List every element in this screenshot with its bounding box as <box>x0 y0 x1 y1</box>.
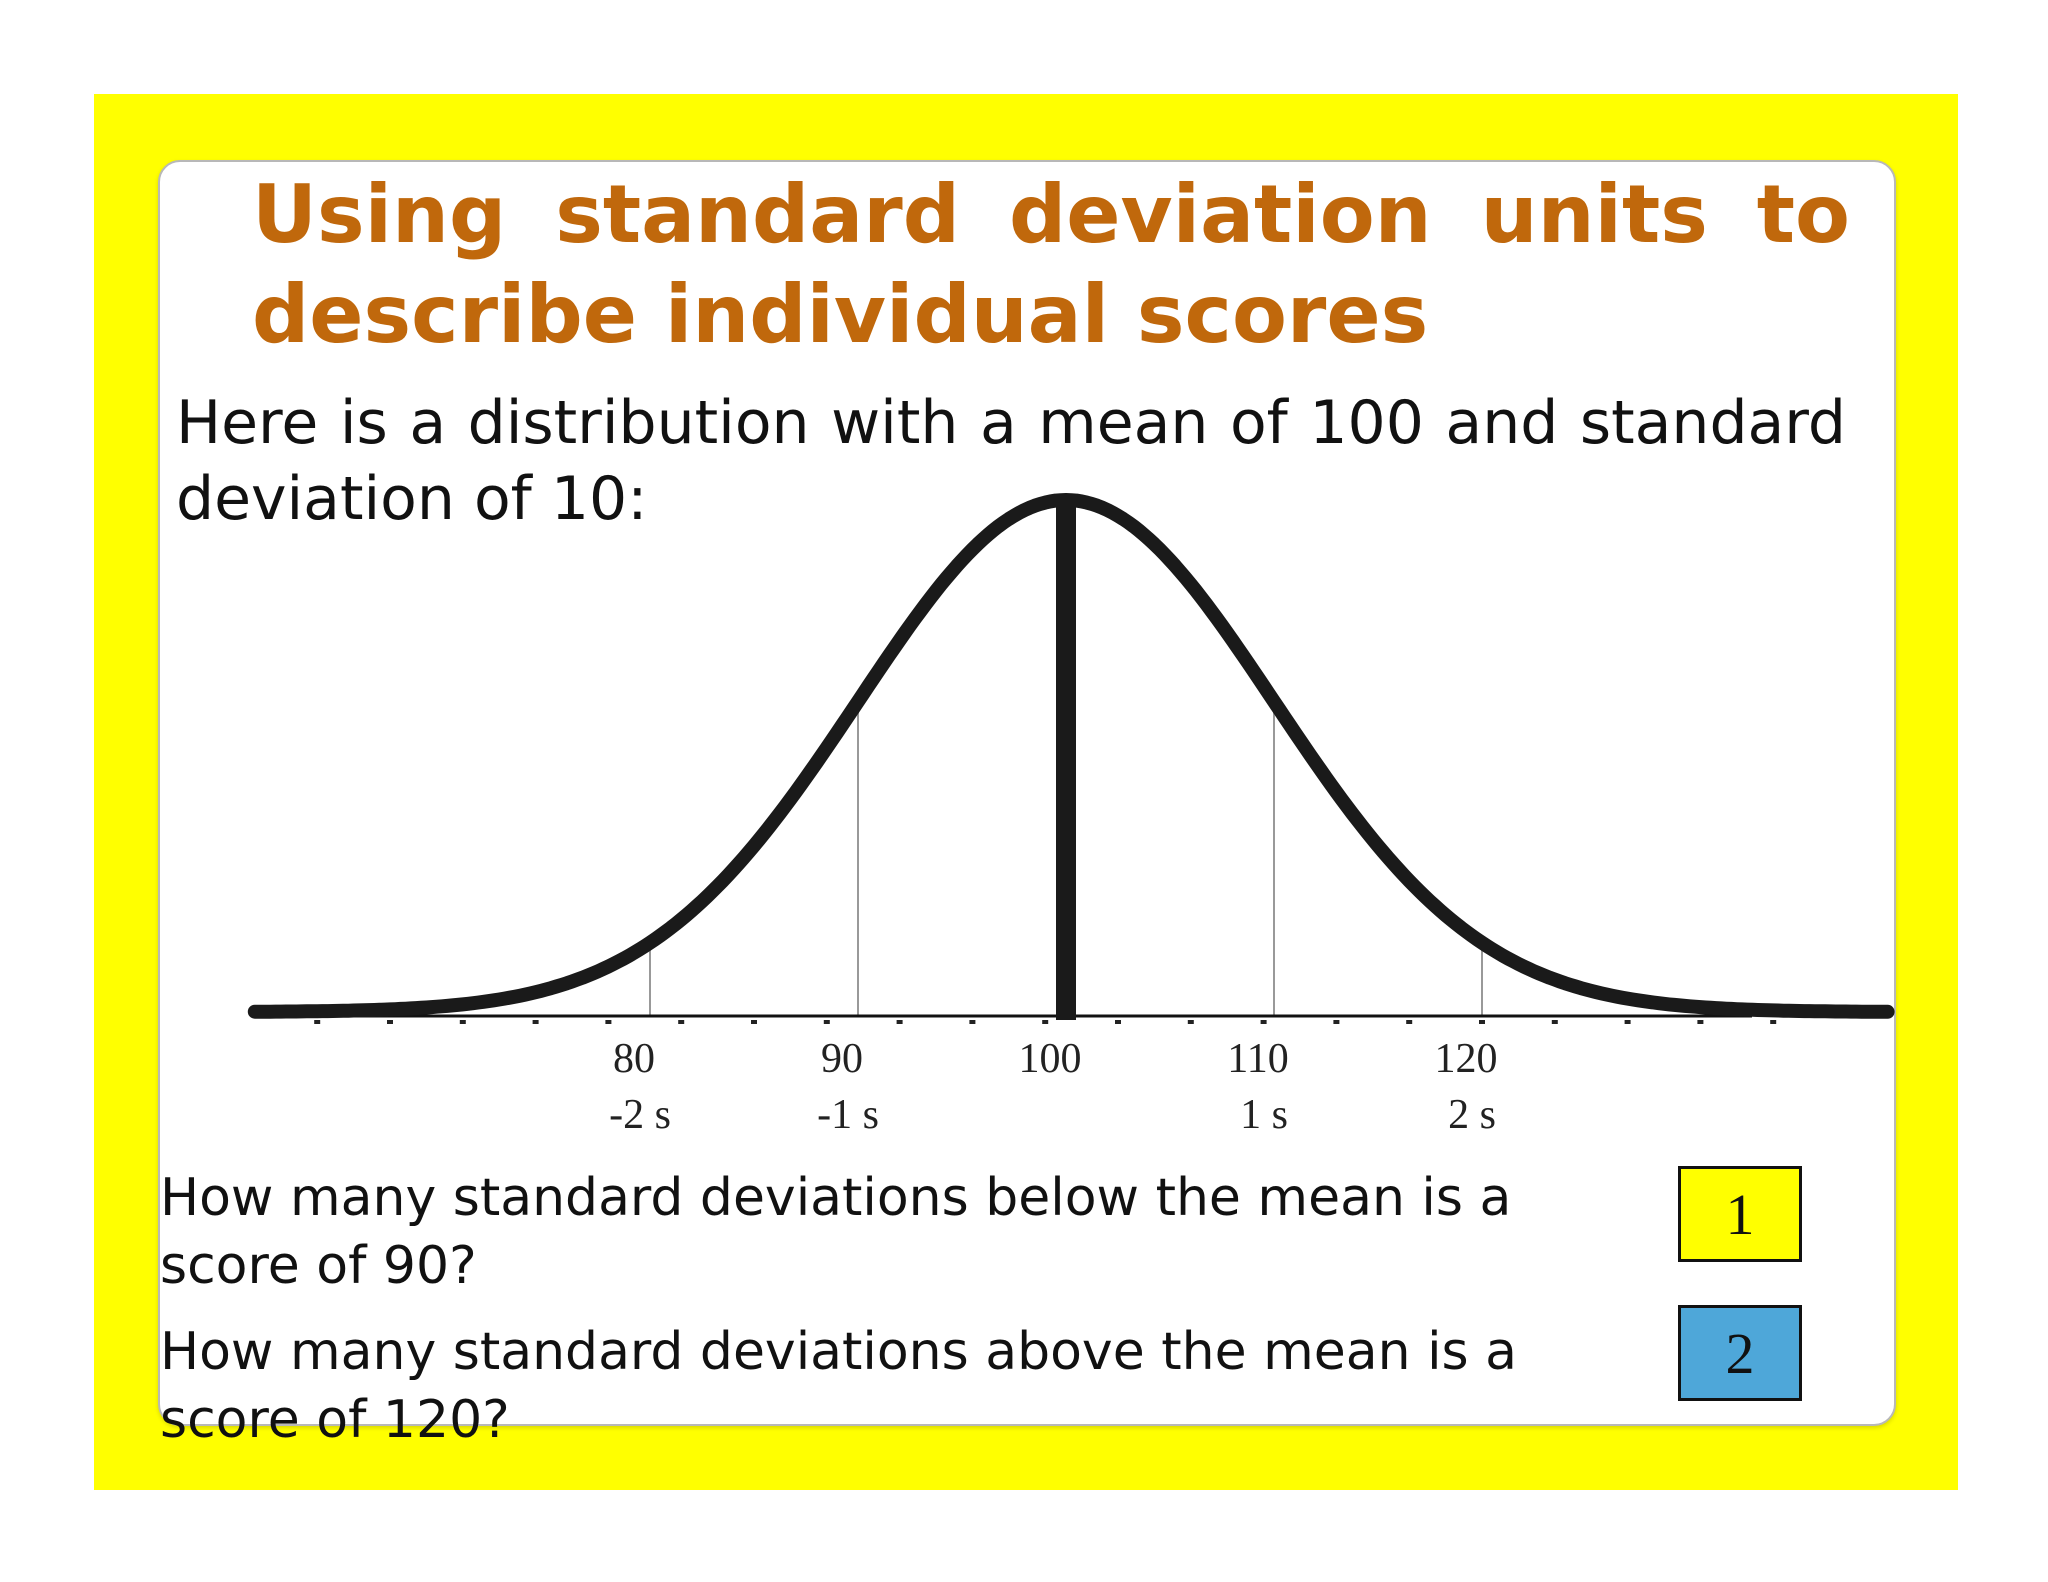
baseline-dash <box>1260 1020 1267 1024</box>
baseline-dash <box>1187 1020 1194 1024</box>
baseline-dash <box>459 1020 466 1024</box>
tick-label-sd: 1 s <box>1240 1092 1288 1138</box>
baseline-dash <box>1333 1020 1340 1024</box>
baseline-dash <box>1624 1020 1631 1024</box>
baseline-dash <box>1479 1020 1485 1024</box>
tick-label-sd: -1 s <box>817 1092 879 1138</box>
intro-text: Here is a distribution with a mean of 10… <box>176 388 1846 534</box>
baseline-dash <box>1406 1020 1413 1024</box>
baseline-dash <box>314 1020 321 1024</box>
baseline-dash <box>1697 1020 1704 1024</box>
baseline-dash <box>678 1020 685 1024</box>
baseline-dash <box>823 1020 830 1024</box>
question-1: How many standard deviations below the m… <box>160 1168 1512 1296</box>
tick-label-value: 80 <box>613 1036 655 1082</box>
slide-card <box>158 160 1896 1426</box>
baseline-dash <box>751 1020 757 1024</box>
tick-label-value: 100 <box>1019 1036 1082 1082</box>
baseline-dash <box>1042 1020 1049 1024</box>
tick-label-sd: 2 s <box>1448 1092 1496 1138</box>
baseline-dash <box>896 1020 903 1024</box>
baseline-dash <box>1115 1020 1121 1024</box>
baseline-dash <box>969 1020 976 1024</box>
answer-box-1[interactable]: 1 <box>1678 1166 1802 1262</box>
baseline-dash <box>387 1020 393 1024</box>
tick-label-sd: -2 s <box>609 1092 671 1138</box>
answer-box-2[interactable]: 2 <box>1678 1305 1802 1401</box>
baseline-dash <box>1551 1020 1558 1024</box>
baseline-dash <box>532 1020 539 1024</box>
question-2: How many standard deviations above the m… <box>160 1322 1518 1450</box>
baseline-dash <box>1770 1020 1777 1024</box>
tick-label-value: 110 <box>1227 1036 1288 1082</box>
tick-label-value: 90 <box>821 1036 863 1082</box>
slide-title: Using standard deviation units to descri… <box>252 168 1850 361</box>
baseline-dash <box>605 1020 612 1024</box>
tick-label-value: 120 <box>1435 1036 1498 1082</box>
